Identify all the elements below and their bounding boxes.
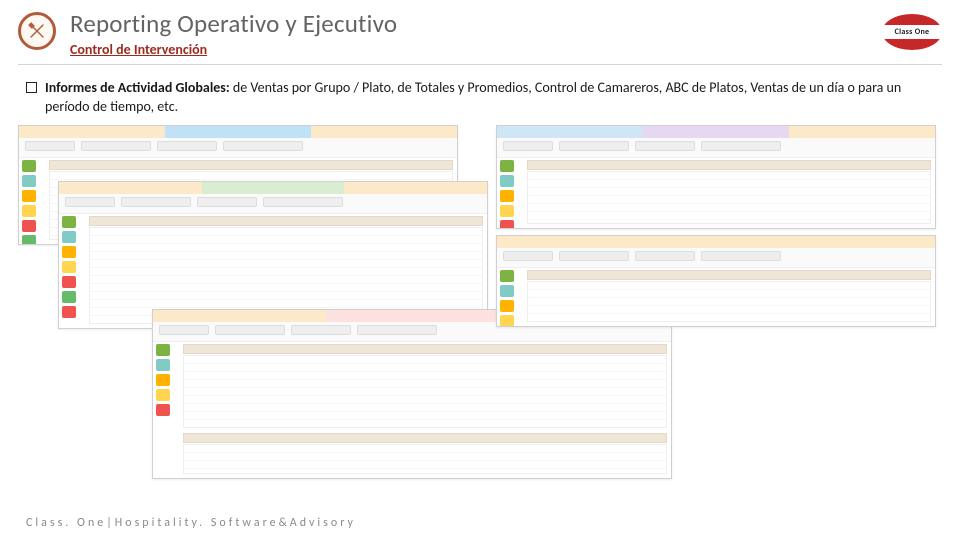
panel-header xyxy=(19,126,457,138)
data-grid xyxy=(183,344,667,474)
toolbar-icons xyxy=(500,270,522,327)
toolbar-icons xyxy=(156,344,178,416)
tool-icon xyxy=(62,231,76,243)
data-grid xyxy=(527,270,931,322)
subtitle: Control de Intervención xyxy=(70,41,882,58)
filter-row xyxy=(497,248,935,268)
toolbar-icons xyxy=(62,216,84,318)
tool-icon xyxy=(500,205,514,217)
toolbar-icons xyxy=(22,160,44,245)
brand-logo: Class One xyxy=(882,14,942,50)
tool-icon xyxy=(22,235,36,245)
panel-header xyxy=(497,126,935,138)
screenshot-s3 xyxy=(152,309,672,479)
bullet-paragraph: Informes de Actividad Globales: de Venta… xyxy=(0,65,960,117)
filter-row xyxy=(19,138,457,158)
tool-icon xyxy=(62,261,76,273)
screenshot-s2 xyxy=(58,181,488,329)
tool-icon xyxy=(62,216,76,228)
slide-header: Reporting Operativo y Ejecutivo Control … xyxy=(0,0,960,58)
screenshot-s4 xyxy=(496,125,936,229)
tool-icon xyxy=(62,306,76,318)
tool-icon xyxy=(22,175,36,187)
data-grid xyxy=(89,216,483,324)
tool-icon xyxy=(62,246,76,258)
screenshot-s5 xyxy=(496,235,936,327)
panel-header xyxy=(497,236,935,248)
tool-icon xyxy=(156,404,170,416)
tool-icon xyxy=(500,220,514,229)
brand-oval: Class One xyxy=(882,14,942,50)
filter-row xyxy=(59,194,487,214)
tool-icon xyxy=(156,344,170,356)
tool-icon xyxy=(22,190,36,202)
tool-icon xyxy=(22,160,36,172)
tool-icon xyxy=(62,291,76,303)
bullet-text: Informes de Actividad Globales: de Venta… xyxy=(45,79,934,117)
footer-text: Class. One|Hospitality. Software&Advisor… xyxy=(26,516,356,530)
tool-icon xyxy=(156,359,170,371)
bullet-lead: Informes de Actividad Globales: xyxy=(45,79,230,96)
main-title: Reporting Operativo y Ejecutivo xyxy=(70,8,882,39)
tool-icon xyxy=(500,160,514,172)
filter-row xyxy=(497,138,935,158)
tool-icon xyxy=(62,276,76,288)
fork-knife-logo xyxy=(18,12,56,50)
tool-icon xyxy=(500,300,514,312)
tool-icon xyxy=(22,205,36,217)
toolbar-icons xyxy=(500,160,522,229)
title-block: Reporting Operativo y Ejecutivo Control … xyxy=(56,8,882,58)
tool-icon xyxy=(22,220,36,232)
tool-icon xyxy=(500,175,514,187)
tool-icon xyxy=(500,270,514,282)
tool-icon xyxy=(500,315,514,327)
brand-text: Class One xyxy=(895,27,930,37)
tool-icon xyxy=(156,374,170,386)
panel-header xyxy=(59,182,487,194)
tool-icon xyxy=(500,285,514,297)
tool-icon xyxy=(156,389,170,401)
screenshot-collage xyxy=(18,125,938,485)
bullet-checkbox-icon xyxy=(26,82,37,93)
tool-icon xyxy=(500,190,514,202)
data-grid xyxy=(527,160,931,224)
